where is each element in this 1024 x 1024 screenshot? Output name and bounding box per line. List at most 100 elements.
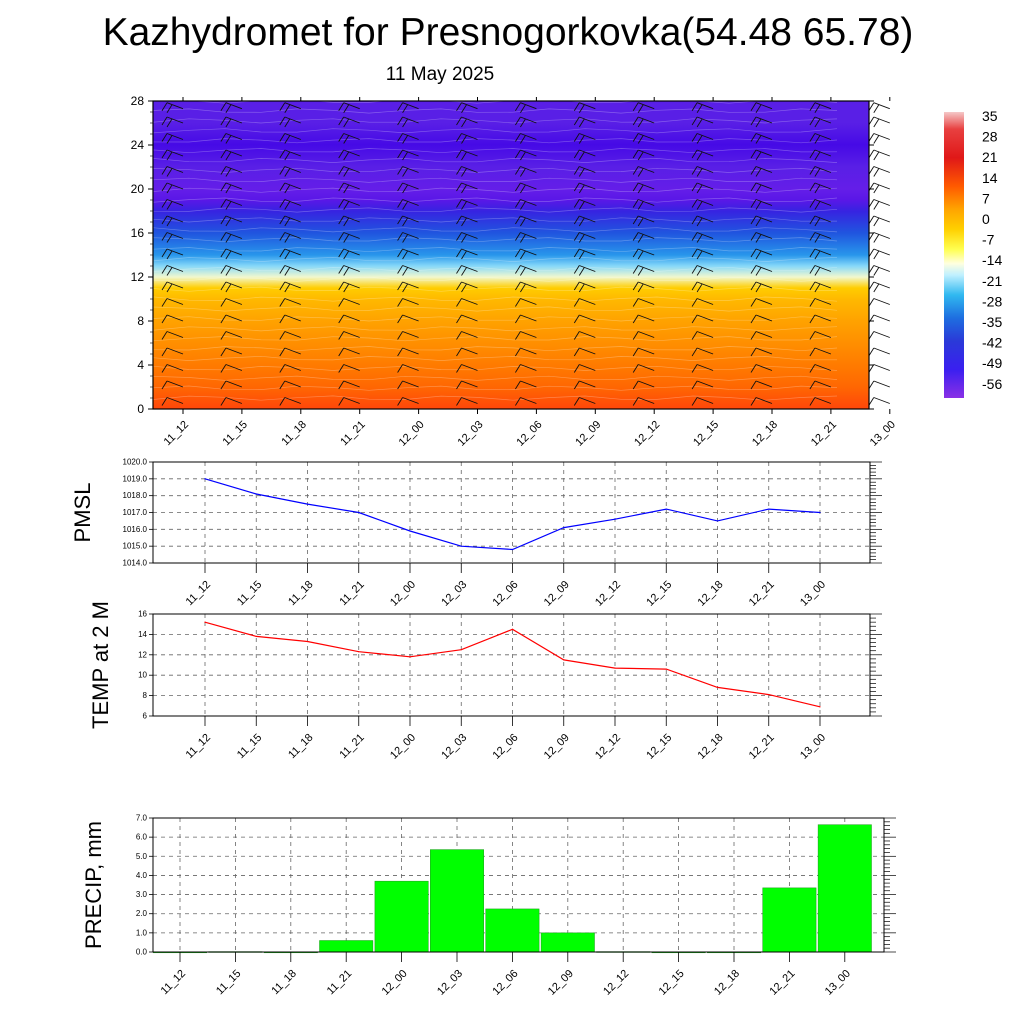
- wind-barb: [868, 166, 890, 177]
- wind-barb: [397, 298, 419, 307]
- wind-barb: [220, 298, 243, 307]
- wind-barb: [868, 331, 890, 340]
- y-tick-label: 4.0: [136, 871, 148, 880]
- y-tick-label: 28: [131, 94, 145, 108]
- y-tick-label: 1014.0: [123, 559, 148, 568]
- colorbar-label: -49: [982, 355, 1002, 371]
- wind-barb: [161, 265, 184, 276]
- y-tick-label: 3.0: [136, 890, 148, 899]
- isotherm-line: [152, 158, 838, 163]
- temperature-field: [153, 101, 869, 409]
- wind-barb: [632, 347, 655, 357]
- y-tick-label: 12: [138, 650, 147, 659]
- wind-barb: [691, 166, 714, 177]
- wind-barb: [397, 215, 419, 227]
- x-tick-label: 12_00: [388, 579, 418, 609]
- wind-barb: [691, 116, 714, 128]
- wind-barb: [868, 215, 890, 227]
- wind-barb: [573, 232, 596, 243]
- cross-section-panel: 0 4 8 12 16 20 24 28 11_12 11_15 11_18 11_21 12_00 12…: [131, 94, 898, 449]
- wind-barb: [750, 298, 773, 307]
- wind-barb: [573, 215, 596, 227]
- wind-barb: [161, 314, 184, 324]
- isotherm-line: [152, 197, 838, 203]
- wind-barb: [750, 199, 773, 210]
- colorbar-label: -28: [982, 293, 1002, 309]
- wind-barb: [279, 314, 301, 324]
- wind-barb: [632, 331, 655, 340]
- isotherm-line: [152, 286, 838, 292]
- wind-barb: [632, 116, 655, 128]
- wind-barb: [279, 199, 301, 210]
- x-tick-label: 12_18: [712, 968, 742, 998]
- wind-barb: [691, 298, 714, 307]
- isotherm-line: [152, 227, 838, 233]
- wind-barb: [691, 133, 714, 144]
- wind-barb: [691, 215, 714, 227]
- wind-barb: [515, 199, 537, 210]
- wind-barb: [397, 314, 419, 324]
- wind-barb: [809, 232, 832, 243]
- wind-barb: [220, 380, 243, 390]
- isotherm-line: [152, 257, 838, 262]
- wind-barb: [868, 314, 890, 324]
- wind-barb: [515, 281, 537, 293]
- wind-barb: [515, 166, 537, 177]
- wind-barb: [573, 347, 596, 357]
- x-tick-label: 12_00: [397, 419, 427, 449]
- wind-barb: [338, 102, 360, 113]
- temp-2m-point: [460, 649, 462, 651]
- wind-barb: [220, 215, 243, 227]
- wind-barb: [456, 397, 478, 406]
- x-tick-label: 12_15: [644, 732, 674, 762]
- x-tick-label: 12_21: [747, 732, 777, 762]
- wind-barb: [809, 149, 832, 161]
- temp-2m-point: [563, 659, 565, 661]
- wind-barb: [868, 347, 890, 357]
- wind-barb: [161, 331, 184, 340]
- wind-barb: [456, 298, 478, 307]
- wind-barb: [573, 298, 596, 307]
- wind-barb: [220, 116, 243, 128]
- pmsl-point: [204, 478, 206, 480]
- wind-barb: [279, 380, 301, 390]
- isotherm-line: [152, 346, 838, 352]
- x-tick-label: 11_21: [337, 579, 367, 609]
- wind-barb: [338, 166, 360, 177]
- wind-barb: [632, 215, 655, 227]
- wind-barb: [279, 116, 301, 128]
- wind-barb: [279, 265, 301, 276]
- colorbar-label: 35: [982, 108, 998, 124]
- y-tick-label: 4: [137, 358, 144, 372]
- x-tick-label: 12_21: [809, 419, 839, 449]
- wind-barb: [750, 232, 773, 243]
- x-tick-label: 12_15: [644, 579, 674, 609]
- x-tick-label: 12_12: [601, 968, 631, 998]
- temp-2m-point: [665, 668, 667, 670]
- colorbar-label: 7: [982, 190, 990, 206]
- wind-barb: [632, 133, 655, 144]
- wind-barb: [750, 116, 773, 128]
- wind-barb: [573, 116, 596, 128]
- wind-barb: [750, 347, 773, 357]
- isotherm-line: [152, 148, 838, 154]
- wind-barb: [868, 232, 890, 243]
- y-tick-label: 12: [131, 270, 145, 284]
- wind-barb: [809, 133, 832, 144]
- wind-barb: [515, 380, 537, 390]
- temp-2m-point: [204, 621, 206, 623]
- wind-barb: [220, 199, 243, 210]
- wind-barb: [573, 199, 596, 210]
- x-tick-label: 13_00: [823, 968, 853, 998]
- colorbar-label: -35: [982, 314, 1002, 330]
- wind-barb: [515, 265, 537, 276]
- wind-barb: [691, 199, 714, 210]
- wind-barb: [220, 331, 243, 340]
- wind-barb: [632, 182, 655, 194]
- wind-barb: [456, 347, 478, 357]
- wind-barb: [809, 116, 832, 128]
- wind-barb: [161, 182, 184, 194]
- wind-barb: [456, 133, 478, 144]
- wind-barb: [397, 133, 419, 144]
- wind-barb: [456, 281, 478, 293]
